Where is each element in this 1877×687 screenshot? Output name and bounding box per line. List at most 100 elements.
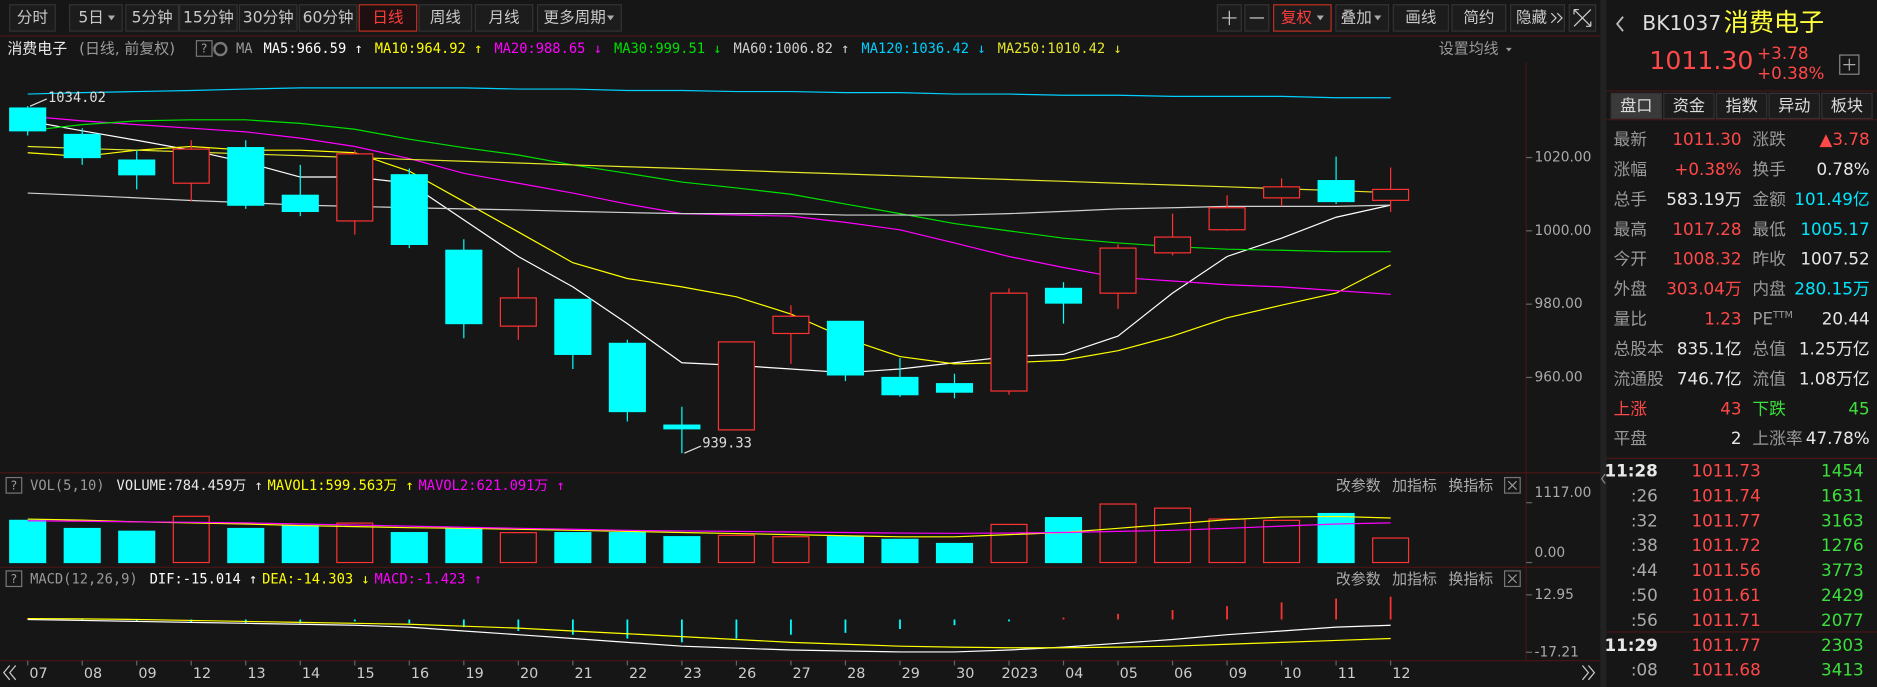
tool-button-label[interactable]: 简约 [1463,8,1494,26]
period-tab[interactable] [238,4,298,32]
dropdown-arrow[interactable] [1316,15,1324,21]
close-panel[interactable] [1507,480,1518,490]
help-icon[interactable] [5,570,23,588]
panel-button[interactable]: 加指标 [1392,476,1437,494]
close-panel[interactable] [1504,476,1521,494]
fullscreen[interactable] [1573,8,1592,27]
tool-button[interactable] [1335,4,1390,32]
splitter-arrow[interactable] [1600,473,1606,484]
panel-button[interactable]: 改参数 [1336,570,1381,588]
period-tab[interactable] [474,4,534,32]
x-tick-label: 30 [956,666,974,682]
close-panel[interactable] [1504,570,1521,588]
tool-button-label[interactable]: 叠加 [1341,8,1372,26]
panel-button[interactable]: 换指标 [1448,476,1493,494]
period-tab[interactable] [536,4,622,32]
period-tab-label[interactable]: 5日 [78,8,103,26]
y-tick-label: 0.00 [1535,545,1566,561]
panel-tab-label[interactable]: 指数 [1725,96,1757,115]
panel-tab[interactable] [1610,92,1663,120]
tool-button[interactable] [1392,4,1449,32]
tick-volume: 2429 [1821,585,1864,605]
legend-entry: MA60:1006.82 ↑ [734,41,850,57]
panel-button[interactable]: 换指标 [1448,570,1493,588]
panel-tab-label[interactable]: 异动 [1778,96,1810,115]
tool-button-label[interactable]: 隐藏 [1516,8,1548,26]
period-tab[interactable] [418,4,473,32]
add-icon[interactable] [1843,58,1856,71]
help-icon[interactable]: ? [11,572,17,586]
period-tab-label[interactable]: 月线 [488,8,519,26]
help-icon[interactable]: ? [11,478,17,492]
panel-tab[interactable] [1768,92,1820,120]
dropdown-arrow[interactable] [1374,15,1382,21]
tick-price: 1011.68 [1691,660,1760,680]
zoom-in[interactable] [1222,10,1237,26]
low-annotation: 939.33 [702,436,752,452]
volume-bar [1317,512,1355,564]
tick-volume: 1454 [1821,461,1864,481]
panel-tab[interactable] [1715,92,1768,120]
help-icon[interactable] [5,476,23,494]
period-tab-label[interactable]: 5分钟 [132,8,173,26]
annotation-arrow [684,445,702,454]
back-icon[interactable] [1615,16,1624,32]
panel-tab-label[interactable]: 板块 [1831,96,1863,115]
scroll-left[interactable] [2,665,17,681]
splitter[interactable] [1600,0,1607,687]
period-tab[interactable] [9,4,56,32]
panel-tab[interactable] [1663,92,1715,120]
close-panel[interactable] [1507,574,1518,584]
candle-body [1208,207,1246,231]
period-tab-label[interactable]: 30分钟 [243,8,294,26]
ma-settings[interactable]: 设置均线 [1439,40,1499,58]
panel-button[interactable]: 改参数 [1336,476,1381,494]
period-tab[interactable] [125,4,180,32]
tick-volume: 3413 [1821,660,1864,680]
stat-cell: 1005.17 [1800,219,1869,239]
tool-button-label[interactable]: 画线 [1405,8,1436,26]
stat-cell: 总值 [1752,338,1786,358]
stat-cell: 0.78% [1816,159,1869,179]
period-tab[interactable] [179,4,238,32]
period-tab-label[interactable]: 周线 [430,8,461,26]
tool-button[interactable] [1451,4,1507,32]
add-icon[interactable] [1839,54,1860,75]
period-tab[interactable] [358,4,418,32]
x-tick-label: 2023 [1001,666,1038,682]
candle-body [554,298,592,355]
period-tab-label[interactable]: 日线 [372,8,403,26]
legend: MACD(12,26,9) DIF:-15.014 ↑ DEA:-14.303 ↓ M… [30,571,482,587]
volume-bar [881,538,919,564]
period-tab-label[interactable]: 分时 [17,8,48,26]
candle-body [1372,188,1410,201]
panel-tab-label[interactable]: 盘口 [1620,96,1652,115]
period-tab[interactable] [298,4,358,32]
period-tab-label[interactable]: 15分钟 [183,8,234,26]
ma-line [27,87,1391,99]
candle-body [499,297,537,327]
y-tick-label: 12.95 [1535,587,1574,603]
period-tab-label[interactable]: 60分钟 [303,8,354,26]
volume-bar [390,532,428,564]
legend: MA5:966.59 ↑ MA10:964.92 ↑ MA20:988.65 ↓ MA… [263,41,1121,57]
scroll-right[interactable] [1581,665,1596,681]
stat-cell: 1007.52 [1800,249,1869,269]
panel-tab-label[interactable]: 资金 [1673,96,1705,115]
candle-body [63,133,101,159]
period-tab[interactable] [68,4,123,32]
dropdown-arrow[interactable] [1505,47,1512,52]
legend-entry: MA120:1036.42 ↓ [861,41,985,57]
help-icon[interactable] [195,40,213,57]
help-icon[interactable]: ? [201,42,207,56]
period-tab-label[interactable]: 更多周期 [544,8,606,26]
panel-tab[interactable] [1821,92,1873,120]
dropdown-arrow[interactable] [107,15,116,21]
x-tick-label: 08 [84,666,102,682]
dropdown-arrow[interactable] [606,15,615,21]
tool-button-label[interactable]: 复权 [1281,8,1313,26]
panel-button[interactable]: 加指标 [1392,570,1437,588]
hide-arrows[interactable] [1550,12,1563,24]
settings-icon[interactable] [213,41,228,57]
candle-body [1317,180,1355,203]
